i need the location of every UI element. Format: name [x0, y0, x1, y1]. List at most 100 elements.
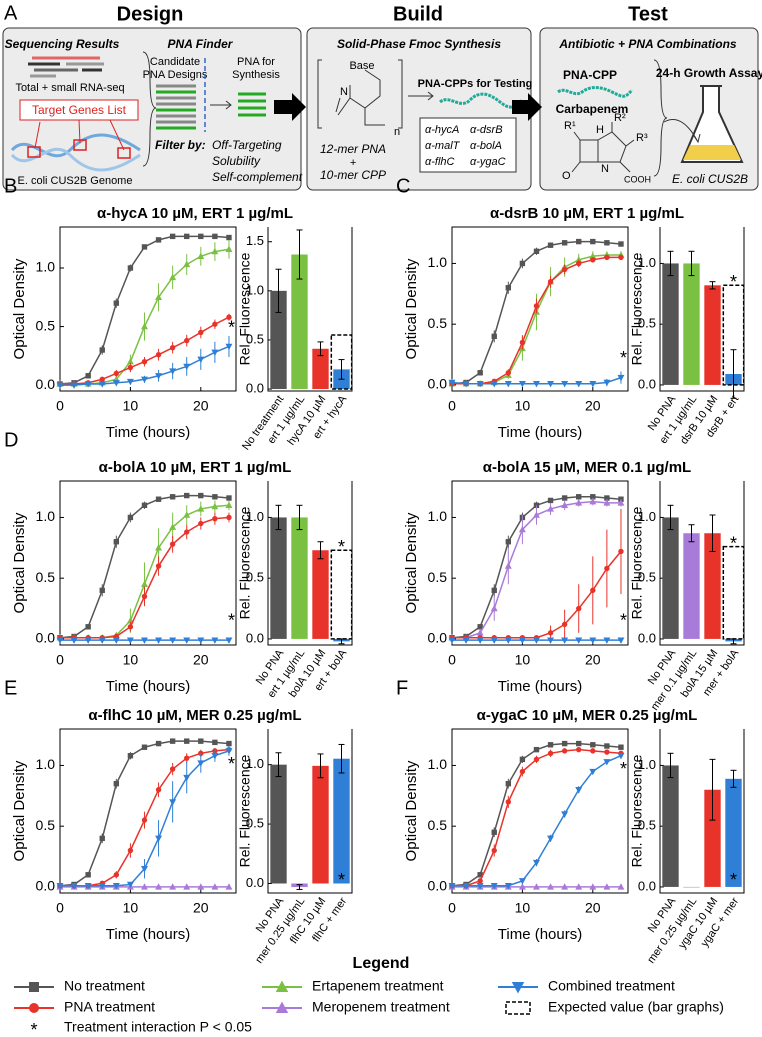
chart-title: α-hycA 10 µM, ERT 1 µg/mL [97, 205, 293, 222]
marker [518, 381, 526, 388]
marker [275, 1001, 289, 1013]
marker [198, 233, 204, 240]
marker [183, 260, 191, 268]
expected-box [330, 334, 353, 390]
marker [225, 748, 233, 755]
marker [533, 756, 540, 763]
marker [618, 254, 624, 261]
marker [70, 637, 78, 644]
marker [532, 859, 540, 867]
annotation: * [228, 754, 235, 774]
marker [155, 496, 162, 502]
marker [448, 637, 456, 644]
marker [70, 382, 78, 389]
series [448, 251, 625, 387]
expected-box [330, 549, 353, 640]
chart-title: α-dsrB 10 µM, ERT 1 µg/mL [490, 205, 684, 222]
marker [99, 587, 105, 594]
target: α-bolA [470, 140, 502, 152]
marker [603, 759, 611, 766]
target: α-hycA [425, 124, 459, 136]
marker [169, 883, 177, 890]
marker [589, 637, 597, 644]
y-axis-label: Optical Density [403, 258, 420, 359]
marker [603, 637, 611, 644]
marker [462, 637, 470, 644]
y-tick-label: 0.0 [36, 878, 56, 894]
expected-box [722, 545, 745, 640]
legend-label: Combined treatment [548, 978, 675, 994]
marker [603, 499, 611, 506]
x-tick-label: 0 [56, 900, 64, 916]
label: Target Genes List [32, 103, 127, 117]
marker [169, 494, 176, 500]
atom: COOH [624, 174, 651, 184]
label: E. coli CUS2B [672, 172, 748, 186]
marker [98, 381, 106, 388]
y-tick-label: 0.5 [246, 570, 264, 585]
marker [113, 780, 120, 787]
marker [576, 494, 582, 500]
marker [476, 883, 484, 890]
marker [491, 829, 497, 835]
line-chart: Bα-hycA 10 µM, ERT 1 µg/mL Optical Densit… [4, 175, 293, 441]
axis-frame [659, 481, 745, 646]
series [56, 335, 233, 389]
label: E. coli CUS2B Genome [18, 175, 133, 187]
y-tick-label: 0.5 [638, 316, 656, 331]
marker [547, 750, 554, 756]
marker [84, 883, 92, 890]
marker [184, 233, 190, 240]
series [448, 753, 625, 890]
marker [462, 381, 470, 388]
line-chart: Eα-flhC 10 µM, MER 0.25 µg/mL Optical Den… [4, 677, 302, 943]
annotation: * [620, 611, 627, 631]
marker [140, 322, 148, 330]
marker [547, 381, 555, 388]
marker [197, 505, 205, 512]
y-tick-label: 0.0 [638, 376, 656, 391]
x-axis-label: Time (hours) [498, 678, 582, 695]
marker [183, 774, 191, 782]
x-tick-label: 0 [448, 398, 456, 414]
label: PNA for [237, 56, 275, 68]
x-tick-label: 0 [448, 900, 456, 916]
plot-frame [59, 226, 237, 392]
marker [113, 300, 120, 306]
label: PNA Designs [143, 69, 208, 81]
marker [126, 637, 134, 644]
marker [126, 378, 134, 386]
marker [561, 883, 569, 890]
marker [491, 333, 497, 340]
marker [169, 368, 177, 375]
marker [127, 847, 134, 854]
marker [212, 233, 218, 240]
x-tick-label: 20 [585, 900, 601, 916]
chart-title: α-bolA 15 µM, MER 0.1 µg/mL [483, 459, 691, 476]
bar [270, 290, 287, 390]
y-axis-label: Rel. Fluorescence [629, 252, 645, 365]
marker [141, 359, 148, 365]
marker [505, 780, 512, 787]
marker [85, 624, 91, 630]
candidates-icon [156, 84, 196, 130]
marker [504, 883, 512, 890]
marker [589, 883, 597, 890]
legend-label: Expected value (bar graphs) [548, 999, 724, 1015]
label: Solid-Phase Fmoc Synthesis [337, 37, 501, 51]
marker [617, 753, 625, 760]
y-tick-label: 1.5 [246, 233, 264, 248]
marker [477, 624, 483, 630]
marker [490, 381, 498, 388]
marker [519, 339, 526, 346]
series [57, 233, 232, 387]
marker [155, 544, 163, 551]
marker [561, 811, 569, 818]
marker [519, 768, 526, 775]
marker [590, 257, 596, 263]
y-tick-label: 0.5 [36, 317, 56, 333]
y-tick-label: 0.0 [36, 630, 56, 646]
marker [504, 381, 512, 388]
label: Candidate [150, 56, 200, 68]
marker [56, 382, 64, 389]
